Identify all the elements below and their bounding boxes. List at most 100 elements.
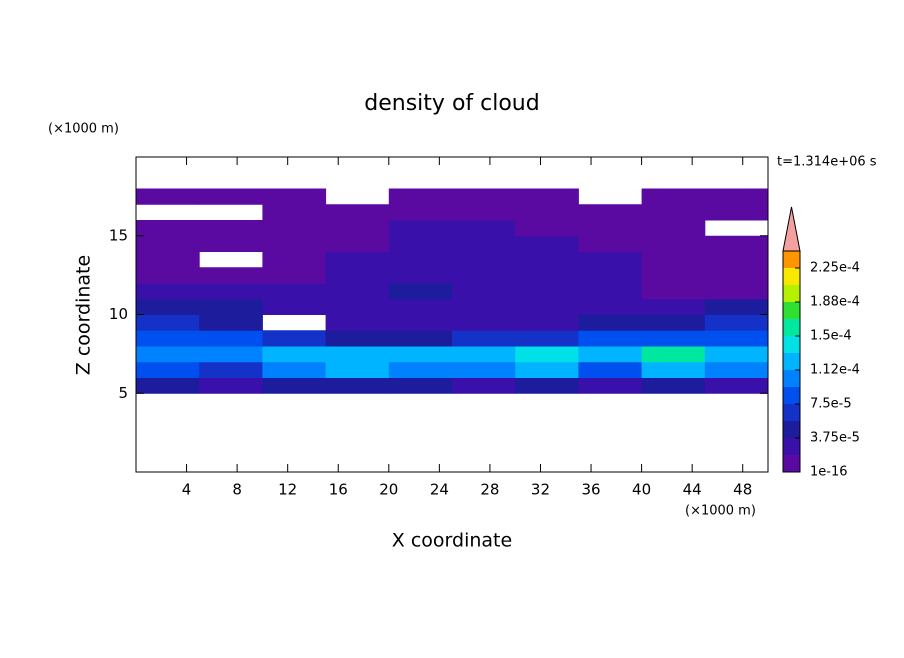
x-tick-label: 28 [480, 481, 499, 499]
contour-cell [704, 188, 769, 205]
contour-cell [641, 251, 706, 268]
contour-cell [452, 330, 516, 347]
contour-cell [704, 330, 769, 347]
contour-cell [578, 267, 643, 284]
contour-cell [704, 346, 769, 363]
x-tick-label: 40 [632, 481, 651, 499]
contour-cell [136, 330, 200, 347]
contour-cell [136, 188, 200, 205]
x-tick-label: 32 [531, 481, 550, 499]
contour-cell [515, 267, 579, 284]
contour-cell [388, 267, 453, 284]
contour-cell [452, 220, 516, 237]
contour-cell [388, 346, 453, 363]
colorbar-band [783, 268, 800, 285]
contour-cell [578, 283, 643, 300]
contour-cell [388, 220, 453, 237]
x-tick-label: 44 [683, 481, 702, 499]
contour-cell [452, 188, 516, 205]
contour-cell [136, 314, 200, 331]
contour-cell [578, 361, 643, 378]
contour-cell [515, 298, 579, 315]
y-unit: (×1000 m) [48, 122, 119, 137]
contour-cell [262, 188, 327, 205]
contour-cell [704, 283, 769, 300]
contour-cell [388, 377, 453, 394]
contour-cell [262, 235, 327, 252]
contour-cell [452, 298, 516, 315]
contour-cell [704, 251, 769, 268]
contour-cell [452, 251, 516, 268]
colorbar-tick-label: 2.25e-4 [810, 261, 860, 276]
contour-cell [388, 251, 453, 268]
contour-cell [641, 346, 706, 363]
contour-cell [199, 267, 263, 284]
contour-cell [325, 251, 390, 268]
contour-cell [452, 377, 516, 394]
contour-cell [262, 220, 327, 237]
contour-cell [325, 377, 390, 394]
colorbar-band [783, 285, 800, 302]
contour-cell [704, 267, 769, 284]
colorbar-tick-label: 1e-16 [810, 465, 848, 480]
contour-cell [515, 235, 579, 252]
contour-cell [641, 283, 706, 300]
contour-cell [262, 204, 327, 221]
x-tick-label: 8 [232, 481, 242, 499]
contour-cell [136, 235, 200, 252]
contour-cell [452, 314, 516, 331]
contour-cell [704, 377, 769, 394]
contour-cell [641, 204, 706, 221]
contour-cell [578, 220, 643, 237]
x-tick-label: 36 [581, 481, 600, 499]
contour-cell [325, 220, 390, 237]
colorbar-tick-label: 1.12e-4 [810, 363, 860, 378]
x-tick-label: 4 [182, 481, 192, 499]
x-tick-label: 16 [329, 481, 348, 499]
colorbar-band [783, 387, 800, 404]
y-tick-label: 10 [109, 305, 128, 323]
contour-cell [199, 314, 263, 331]
contour-cell [578, 377, 643, 394]
contour-cell [704, 314, 769, 331]
contour-cell [136, 220, 200, 237]
colorbar-tick-label: 7.5e-5 [810, 397, 852, 412]
contour-cell [452, 346, 516, 363]
colorbar-band [783, 370, 800, 387]
contour-cell [325, 346, 390, 363]
contour-cell [452, 204, 516, 221]
colorbar-band [783, 421, 800, 438]
colorbar-band [783, 251, 800, 268]
x-unit: (×1000 m) [685, 504, 756, 519]
contour-cell [136, 361, 200, 378]
contour-cell [136, 251, 200, 268]
contour-cell [452, 235, 516, 252]
contour-cell [325, 361, 390, 378]
colorbar-frame [782, 250, 801, 473]
contour-cell [262, 283, 327, 300]
colorbar-band [783, 455, 800, 472]
contour-cell [578, 346, 643, 363]
contour-cell [262, 267, 327, 284]
contour-cell [704, 235, 769, 252]
contour-cell [262, 251, 327, 268]
contour-cell [262, 346, 327, 363]
x-tick-label: 24 [430, 481, 449, 499]
contour-cell [578, 251, 643, 268]
colorbar-tick-label: 1.88e-4 [810, 295, 860, 310]
contour-cell [325, 235, 390, 252]
contour-cell [199, 377, 263, 394]
y-axis-title: Z coordinate [73, 255, 95, 375]
y-tick-label: 15 [109, 226, 128, 244]
contour-cell [515, 188, 579, 205]
contour-cell [641, 220, 706, 237]
contour-cell [262, 298, 327, 315]
contour-cell [704, 361, 769, 378]
contour-cell [641, 314, 706, 331]
contour-cell [578, 314, 643, 331]
contour-cell [641, 188, 706, 205]
contour-cell [515, 283, 579, 300]
contour-cell [388, 330, 453, 347]
contour-cell [325, 283, 390, 300]
contour-cell [199, 361, 263, 378]
